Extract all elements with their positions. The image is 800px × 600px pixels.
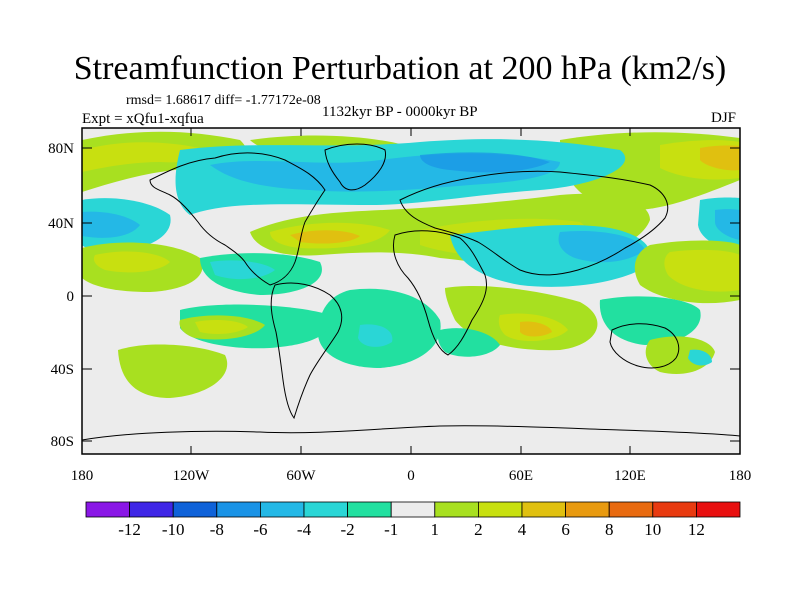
- colorbar-label: 8: [605, 520, 614, 539]
- colorbar-swatch: [129, 501, 174, 518]
- period-label: 1132kyr BP - 0000kyr BP: [322, 104, 478, 120]
- colorbar-swatch: [303, 501, 348, 518]
- lat-label-80s: 80S: [51, 434, 74, 450]
- contour-region: [290, 230, 360, 244]
- coastline-australia: [609, 323, 680, 369]
- contour-region: [420, 152, 550, 173]
- colorbar-swatch: [434, 501, 479, 518]
- lon-label-0: 0: [407, 468, 415, 484]
- contour-region: [82, 142, 203, 172]
- colorbar-label: 6: [561, 520, 570, 539]
- colorbar-label: -4: [297, 520, 312, 539]
- contour-region: [195, 319, 248, 335]
- colorbar-labels: -12 -10 -8 -6 -4 -2 -1 1 2 4 6 8 10 12: [118, 520, 705, 539]
- colorbar-swatch: [565, 501, 610, 518]
- coastline-north-america: [149, 152, 326, 286]
- colorbar-swatch: [521, 501, 566, 518]
- coastline-greenland: [324, 143, 387, 191]
- lon-labels: 180 120W 60W 0 60E 120E 180: [71, 468, 752, 484]
- coastline-south-america: [270, 282, 343, 420]
- season-label: DJF: [711, 110, 737, 126]
- stats-text: rmsd= 1.68617 diff= -1.77172e-08: [126, 93, 321, 108]
- contour-region: [558, 230, 645, 263]
- colorbar-swatch: [652, 501, 697, 518]
- lon-label-180e: 180: [729, 468, 752, 484]
- contour-region: [118, 344, 228, 398]
- lat-label-0: 0: [67, 289, 75, 305]
- lat-ticks: [82, 147, 740, 442]
- colorbar-swatch: [259, 501, 305, 518]
- lon-label-60w: 60W: [286, 468, 316, 484]
- colorbar-label: -10: [162, 520, 185, 539]
- experiment-label: Expt = xQfu1-xqfua: [82, 111, 204, 127]
- lat-label-40n: 40N: [48, 216, 74, 232]
- contour-region: [688, 349, 712, 366]
- lat-labels: 80N 40N 0 40S 80S: [48, 141, 74, 450]
- colorbar-swatch: [696, 501, 741, 518]
- colorbar-label: 1: [431, 520, 440, 539]
- lon-ticks: [190, 128, 631, 454]
- colorbar-label: 4: [518, 520, 527, 539]
- contour-region: [715, 209, 740, 240]
- map-panel: [82, 128, 740, 454]
- lon-label-120e: 120E: [614, 468, 646, 484]
- colorbar: [85, 501, 741, 518]
- colorbar-swatch: [477, 501, 523, 518]
- contour-region: [664, 249, 740, 292]
- colorbar-label: -12: [118, 520, 141, 539]
- coastline-antarctica: [82, 425, 740, 441]
- coastlines: [82, 143, 740, 441]
- contour-region: [700, 145, 740, 171]
- colorbar-label: -1: [384, 520, 398, 539]
- contour-region: [358, 324, 393, 347]
- colorbar-swatch: [172, 501, 218, 518]
- lat-label-80n: 80N: [48, 141, 74, 157]
- lon-label-180w: 180: [71, 468, 94, 484]
- lat-label-40s: 40S: [51, 362, 74, 378]
- colorbar-swatch: [85, 501, 130, 518]
- contour-region: [520, 321, 552, 337]
- contour-region: [210, 260, 275, 280]
- lon-label-60e: 60E: [509, 468, 533, 484]
- colorbar-label: 10: [644, 520, 661, 539]
- coastline-eurasia: [399, 170, 669, 276]
- contour-region: [93, 251, 170, 273]
- lon-label-120w: 120W: [173, 468, 211, 484]
- colorbar-label: 2: [474, 520, 483, 539]
- contour-region: [82, 211, 140, 238]
- contour-region: [599, 296, 701, 345]
- colorbar-label: -2: [341, 520, 355, 539]
- colorbar-swatch: [390, 501, 436, 518]
- coastline-africa: [393, 230, 487, 356]
- colorbar-swatch: [216, 501, 261, 518]
- colorbar-label: -6: [253, 520, 267, 539]
- map-title: Streamfunction Perturbation at 200 hPa (…: [73, 50, 727, 87]
- colorbar-label: -8: [210, 520, 224, 539]
- contour-fields: [82, 131, 740, 398]
- colorbar-swatch: [347, 501, 392, 518]
- colorbar-label: 12: [688, 520, 705, 539]
- colorbar-swatch: [608, 501, 654, 518]
